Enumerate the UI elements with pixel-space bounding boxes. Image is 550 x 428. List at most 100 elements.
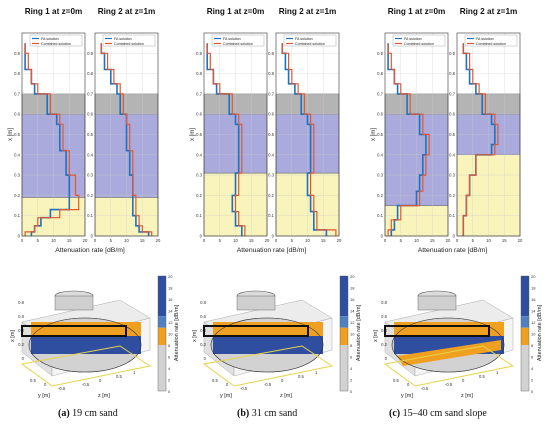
y-tick-label: 0.5 [449,132,455,137]
sand-outline [383,345,515,387]
x-tick-label: 0 [384,238,387,243]
tank-z-tick: 0 [281,378,284,383]
colorbar-label: Attenuation rate [dB/m] [356,304,362,361]
tank-y-label: y [m] [220,393,232,399]
colorbar-tick: 10 [168,332,173,337]
x-tick-label: 10 [233,238,238,243]
line-charts: 0 0.1 0.2 0.3 0.4 0.5 0.6 0.7 0.8 0.9 0 5 10 15 20 Ring… [8,7,523,254]
tank-slope-band [397,340,501,366]
tank-x-label: x [m] [192,330,198,342]
colorbar-tick: 16 [531,297,536,302]
x-tick-label: 15 [67,238,72,243]
colorbar-tick: 12 [168,320,173,325]
y-tick-label: 0.8 [377,71,383,76]
x-tick-label: 20 [265,238,270,243]
tank-y-tick: 0.5 [212,378,218,383]
chart-b2: 0 0.1 0.2 0.3 0.4 0.5 0.6 0.7 0.8 0.9 0 5 10 15 20 Ring… [268,7,342,243]
x-axis-label: Attenuation rate [dB/m] [237,247,307,254]
y-tick-label: 0.9 [14,51,20,56]
colorbar-tick: 10 [350,332,355,337]
legend-label: Combined solution [41,42,71,46]
tank-panel-b: x [m] 0.8 0.6 0.4 0.2 0 0.5 0 -0.5 y [m] -0.5 0 0.5 1… [192,274,362,399]
x-axis-label: Attenuation rate [dB/m] [418,247,488,254]
tank-water-band [213,336,323,354]
series-line [206,43,246,236]
x-tick-label: 0 [94,238,97,243]
x-tick-label: 5 [110,238,113,243]
colorbar-label: Attenuation rate [dB/m] [174,304,180,361]
y-tick-label: 0.3 [377,173,383,178]
y-tick-label: 0.8 [87,71,93,76]
y-tick-label: 0.6 [377,112,383,117]
x-tick-label: 0 [203,238,206,243]
x-tick-label: 20 [83,238,88,243]
colorbar-blue [521,276,529,317]
tank-gravel-band [213,322,323,336]
x-tick-label: 0 [21,238,24,243]
chart-title: Ring 2 at z=1m [279,7,337,16]
y-tick-label: 0.6 [87,112,93,117]
chart-a2: 0 0.1 0.2 0.3 0.4 0.5 0.6 0.7 0.8 0.9 0 5 10 15 20 Ring… [87,7,161,243]
y-axis-label: x [m] [371,128,377,141]
y-tick-label: 0.6 [196,112,202,117]
series-line [387,43,430,236]
y-tick-label: 0 [453,234,456,239]
y-tick-label: 0.7 [87,91,93,96]
colorbar-tick: 10 [531,332,536,337]
legend-label: FA solution [223,37,241,41]
tank-outline [391,317,505,373]
caption-a: (a) 19 cm sand [58,408,118,419]
tank-x-tick: 0.8 [18,300,24,305]
tank-z-tick: 1 [315,370,318,375]
y-tick-label: 0.5 [196,132,202,137]
x-tick-label: 0 [275,238,278,243]
x-tick-label: 5 [219,238,222,243]
colorbar-tick: 2 [168,378,171,383]
y-tick-label: 0.7 [14,91,20,96]
x-tick-label: 10 [124,238,129,243]
colorbar-tick: 0 [531,389,534,394]
x-tick-label: 15 [249,238,254,243]
colorbar-tick: 20 [531,274,536,279]
y-tick-label: 0.2 [377,193,383,198]
x-tick-label: 15 [502,238,507,243]
y-tick-label: 0.8 [196,71,202,76]
y-tick-label: 0.7 [449,91,455,96]
legend-label: Combined solution [114,42,144,46]
colorbar-tick: 12 [350,320,355,325]
colorbar-tick: 6 [168,355,171,360]
y-tick-label: 0.3 [449,173,455,178]
tank-x-label: x [m] [373,330,379,342]
y-tick-label: 0 [91,234,94,239]
colorbar-gray [521,345,529,391]
colorbar-tick: 18 [350,286,355,291]
x-tick-label: 20 [337,238,342,243]
legend-label: Combined solution [476,42,506,46]
legend-label: FA solution [41,37,59,41]
sand-outline [20,345,152,387]
tank-dome-wall [236,295,276,311]
y-tick-label: 0.2 [449,193,455,198]
tank-z-tick: 0.5 [479,374,485,379]
x-tick-label: 20 [156,238,161,243]
tank-y-tick: 0.5 [393,378,399,383]
tank-y-tick: 0 [226,382,229,387]
chart-c2: 0 0.1 0.2 0.3 0.4 0.5 0.6 0.7 0.8 0.9 0 5 10 15 20 Ring… [449,7,523,243]
y-tick-label: 0.4 [196,152,202,157]
colorbar-tick: 14 [168,309,173,314]
y-tick-label: 0.6 [449,112,455,117]
tank-z-label: z [m] [98,393,110,399]
x-tick-label: 10 [51,238,56,243]
y-tick-label: 0.8 [449,71,455,76]
colorbar-tick: 2 [531,378,534,383]
colorbar-frame [157,275,167,392]
tank-x-tick: 0.8 [200,300,206,305]
tank-dome-wall [54,295,94,311]
tank-x-tick: 0.4 [18,328,24,333]
colorbar-tick: 6 [350,355,353,360]
y-tick-label: 0.5 [14,132,20,137]
tank-z-tick: 0.5 [116,374,122,379]
y-tick-label: 0.1 [196,213,202,218]
series-line [100,43,153,236]
